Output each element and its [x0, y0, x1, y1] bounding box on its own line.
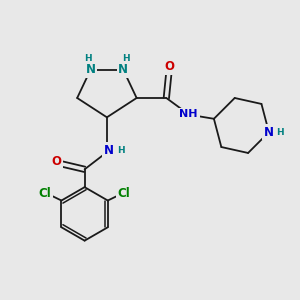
Text: N: N [103, 143, 113, 157]
Text: Cl: Cl [39, 187, 52, 200]
Text: Cl: Cl [118, 187, 130, 200]
Text: H: H [84, 54, 92, 63]
Text: N: N [118, 63, 128, 76]
Text: H: H [122, 54, 129, 63]
Text: NH: NH [179, 109, 198, 119]
Text: H: H [276, 128, 284, 137]
Text: H: H [117, 146, 125, 155]
Text: O: O [164, 60, 174, 73]
Text: N: N [264, 126, 274, 139]
Text: O: O [51, 155, 62, 168]
Text: N: N [85, 63, 96, 76]
